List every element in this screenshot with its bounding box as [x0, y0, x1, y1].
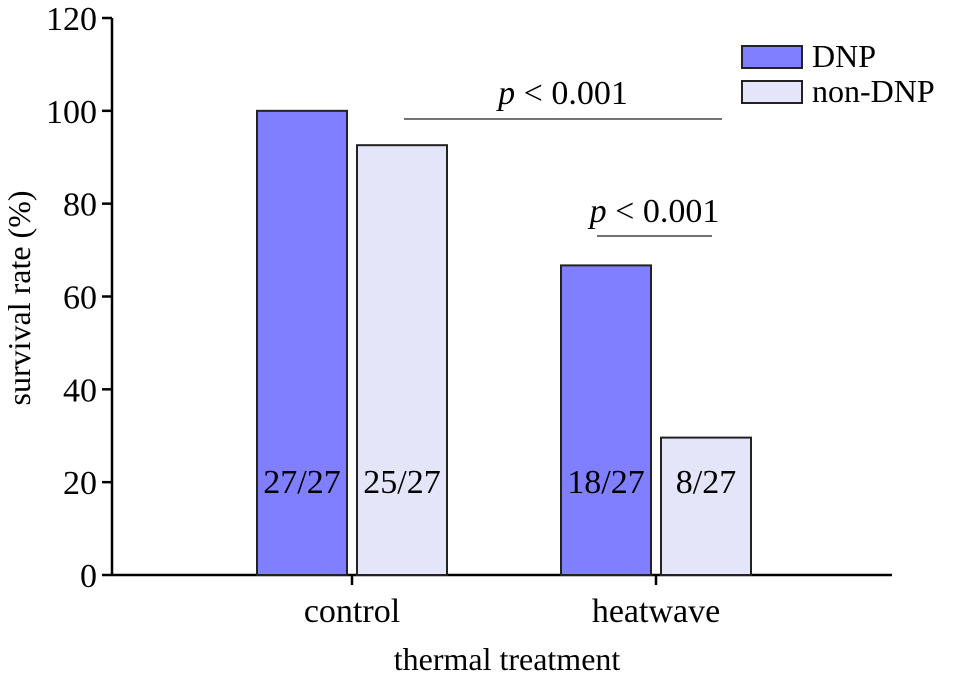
significance-label: p < 0.001	[496, 75, 628, 112]
bar-data-label: 25/27	[363, 464, 440, 501]
legend-swatch-non-dnp	[741, 80, 803, 104]
bar-data-label: 8/27	[676, 464, 736, 501]
significance-label: p < 0.001	[588, 193, 720, 230]
y-tick-label: 80	[63, 187, 97, 224]
y-axis-title: survival rate (%)	[1, 190, 37, 405]
y-tick-label: 60	[63, 280, 97, 317]
bar-non-dnp-control	[356, 144, 448, 576]
x-tick-label: control	[304, 593, 400, 630]
x-axis-title: thermal treatment	[394, 641, 621, 677]
y-tick-label: 120	[46, 1, 97, 38]
legend-label-non-dnp: non-DNP	[812, 73, 935, 109]
legend-label-dnp: DNP	[812, 38, 876, 74]
y-tick-label: 20	[63, 465, 97, 502]
x-tick-label: heatwave	[592, 593, 720, 630]
bars-layer: 27/27 25/27 18/27 8/27	[256, 109, 752, 576]
axes-layer: 0 20 40 60 80 100 120 control heatwave	[46, 1, 892, 630]
y-tick-label: 40	[63, 372, 97, 409]
y-tick-label: 0	[80, 558, 97, 595]
bar-non-dnp-heatwave	[660, 436, 752, 576]
bar-data-label: 27/27	[263, 464, 340, 501]
bar-dnp-control	[256, 109, 348, 576]
bar-data-label: 18/27	[567, 464, 644, 501]
legend-swatch-dnp	[741, 45, 803, 69]
annotations-layer: p < 0.001 p < 0.001	[404, 75, 722, 237]
bar-dnp-heatwave	[560, 264, 652, 576]
y-tick-label: 100	[46, 94, 97, 131]
